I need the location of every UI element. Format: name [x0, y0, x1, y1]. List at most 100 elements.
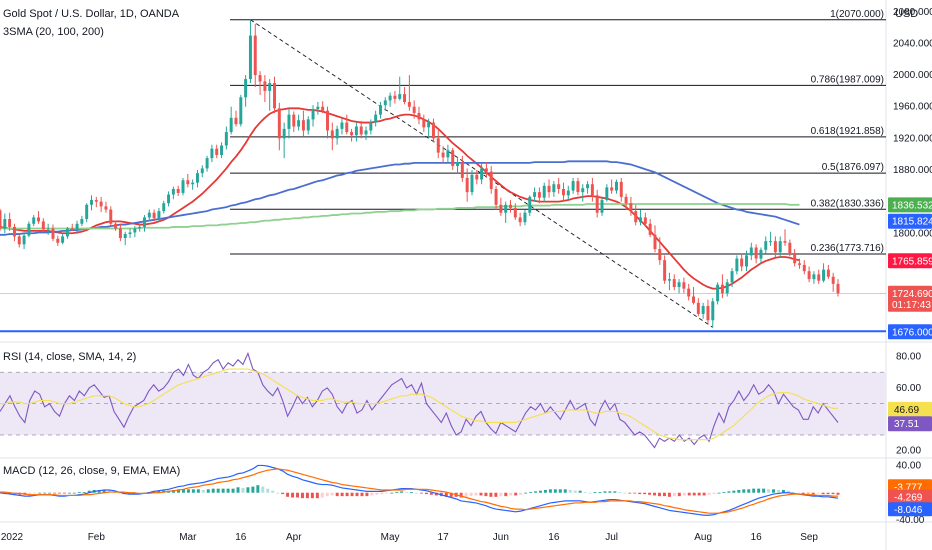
macd-indicator-label[interactable]: MACD (12, 26, close, 9, EMA, EMA) [3, 465, 181, 477]
candle-body [518, 217, 522, 223]
candle-body [195, 173, 199, 183]
candle-body [311, 109, 315, 120]
macd-histogram-bar [667, 492, 671, 497]
macd-histogram-bar [672, 492, 676, 497]
rsi-value-tag: 37.51 [888, 416, 932, 432]
macd-histogram-bar [826, 492, 830, 495]
macd-histogram-bar [613, 491, 617, 493]
candle-body [51, 228, 55, 239]
time-tick-label: 17 [438, 532, 450, 543]
candle-body [301, 120, 305, 131]
macd-histogram-bar [628, 492, 632, 494]
price-tag: 1676.000 [888, 324, 932, 340]
macd-histogram-bar [697, 492, 701, 496]
time-tick-label: Aug [694, 532, 712, 543]
macd-histogram-bar [231, 488, 235, 493]
macd-histogram-bar [806, 492, 810, 494]
candle-body [764, 241, 768, 250]
candle-body [658, 249, 662, 261]
macd-histogram-bar [449, 492, 453, 497]
macd-histogram-bar [172, 490, 176, 493]
candle-body [3, 219, 7, 229]
candle-body [326, 110, 329, 131]
macd-histogram-bar [484, 492, 488, 497]
candle-body [793, 253, 797, 264]
candle-body [528, 196, 532, 213]
macd-histogram-bar [504, 492, 508, 497]
macd-histogram-bar [360, 492, 364, 497]
candle-body [552, 184, 556, 193]
time-tick-label: May [381, 532, 400, 543]
macd-histogram-bar [395, 492, 399, 493]
rsi-indicator-label[interactable]: RSI (14, close, SMA, 14, 2) [3, 351, 137, 363]
macd-histogram-bar [558, 489, 562, 493]
fib-level-label: 0.5(1876.097) [822, 162, 884, 173]
candle-body [220, 145, 224, 155]
macd-histogram-bar [186, 489, 190, 493]
candle-body [8, 219, 12, 227]
candle-body [513, 207, 517, 218]
candle-body [176, 188, 180, 193]
candle-body [263, 81, 267, 91]
sma-indicator-label[interactable]: 3SMA (20, 100, 200) [3, 26, 104, 38]
macd-histogram-bar [831, 492, 835, 495]
macd-histogram-bar [553, 489, 557, 493]
candle-body [70, 228, 74, 230]
macd-histogram-bar [300, 492, 304, 499]
candle-body [470, 174, 474, 193]
rsi-tick-label: 80.00 [896, 352, 921, 363]
macd-histogram-bar [682, 492, 686, 496]
macd-histogram-bar [206, 489, 210, 493]
candle-body [287, 114, 291, 129]
candle-body [94, 200, 98, 202]
macd-histogram-bar [62, 492, 66, 494]
macd-histogram-bar [410, 492, 414, 493]
macd-histogram-bar [226, 488, 230, 493]
macd-histogram-bar [241, 487, 245, 493]
macd-histogram-bar [211, 488, 215, 493]
candle-body [769, 241, 773, 243]
candle-body [749, 247, 753, 256]
candle-body [350, 132, 354, 136]
symbol-title: Gold Spot / U.S. Dollar, 1D, OANDA [3, 8, 180, 20]
candle-body [523, 212, 527, 223]
macd-tick-label: -40.00 [896, 515, 925, 526]
macd-histogram-bar [340, 492, 344, 497]
macd-histogram-bar [196, 489, 200, 493]
macd-histogram-bar [836, 492, 840, 495]
candle-body [22, 235, 26, 245]
candle-body [417, 113, 421, 120]
candle-body [90, 200, 93, 205]
candle-body [711, 301, 715, 321]
candle-body [133, 228, 137, 233]
candle-body [210, 148, 214, 159]
candle-body [788, 242, 792, 254]
price-tick-label: 1960.000 [893, 102, 932, 113]
candle-body [619, 181, 623, 197]
macd-histogram-bar [53, 492, 57, 494]
candle-body [480, 168, 484, 180]
macd-histogram-bar [643, 492, 647, 495]
macd-histogram-bar [638, 492, 642, 495]
macd-histogram-bar [767, 489, 771, 493]
candle-body [624, 196, 628, 204]
candle-body [215, 148, 219, 155]
macd-histogram-bar [335, 492, 339, 497]
candle-body [692, 296, 696, 303]
candle-body [566, 190, 570, 196]
candle-body [27, 223, 31, 236]
macd-histogram-bar [499, 492, 503, 497]
price-tag-label: 1724.690 [892, 289, 932, 300]
macd-histogram-bar [732, 490, 736, 493]
macd-histogram-bar [509, 492, 513, 496]
candle-body [407, 102, 411, 107]
price-tag-label: 1815.824 [892, 217, 932, 228]
candle-body [0, 210, 2, 229]
candle-body [297, 120, 301, 127]
macd-histogram-bar [717, 492, 721, 494]
candle-body [701, 306, 705, 314]
macd-histogram-bar [568, 490, 572, 493]
macd-histogram-bar [370, 492, 374, 496]
